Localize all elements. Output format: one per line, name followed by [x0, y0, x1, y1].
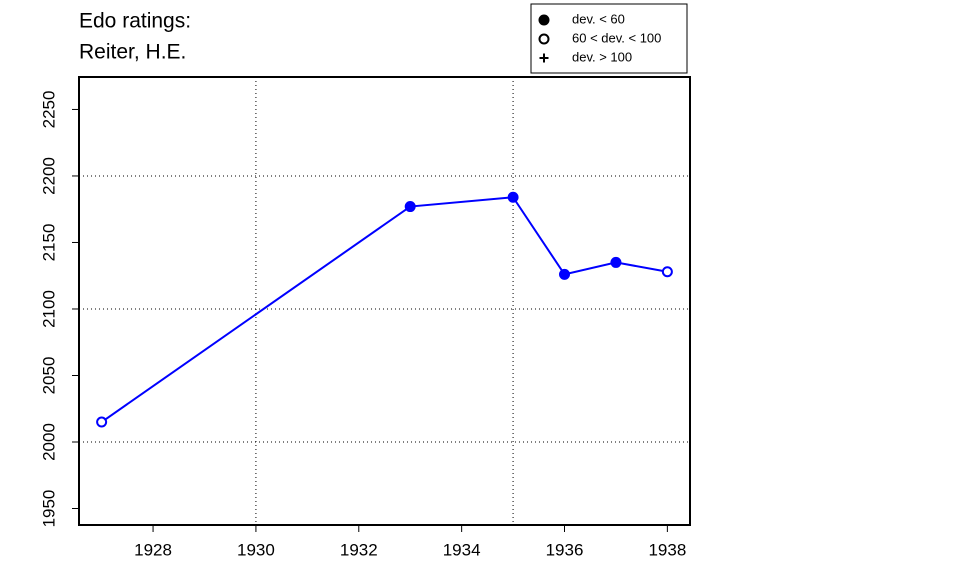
x-tick-label: 1934 — [443, 540, 481, 559]
legend-label: 60 < dev. < 100 — [572, 30, 661, 45]
point — [538, 33, 550, 45]
y-tick-label: 2200 — [39, 157, 58, 195]
y-tick-label: 1950 — [39, 490, 58, 528]
marker-part — [539, 53, 549, 63]
legend-box — [530, 3, 688, 74]
point — [507, 191, 519, 203]
line — [101, 196, 668, 423]
y-tick-label: 2250 — [39, 91, 58, 129]
point — [610, 256, 622, 268]
x-tick-label: 1932 — [340, 540, 378, 559]
x-tick-label: 1928 — [134, 540, 172, 559]
point — [661, 266, 673, 278]
point — [559, 268, 571, 280]
y-tick-label: 2050 — [39, 357, 58, 395]
point — [538, 14, 550, 26]
marker — [539, 53, 549, 63]
point — [96, 416, 108, 428]
y-tick-label: 2150 — [39, 224, 58, 262]
x-tick-label: 1938 — [648, 540, 686, 559]
x-tick-label: 1936 — [546, 540, 584, 559]
y-tick-label: 2100 — [39, 290, 58, 328]
legend-label: dev. > 100 — [572, 49, 632, 64]
point — [404, 201, 416, 213]
chart-title: Reiter, H.E. — [79, 41, 186, 64]
x-tick-label: 1930 — [237, 540, 275, 559]
plot-frame — [78, 76, 691, 526]
legend-label: dev. < 60 — [572, 11, 625, 26]
chart-title: Edo ratings: — [79, 10, 191, 33]
y-tick-label: 2000 — [39, 423, 58, 461]
